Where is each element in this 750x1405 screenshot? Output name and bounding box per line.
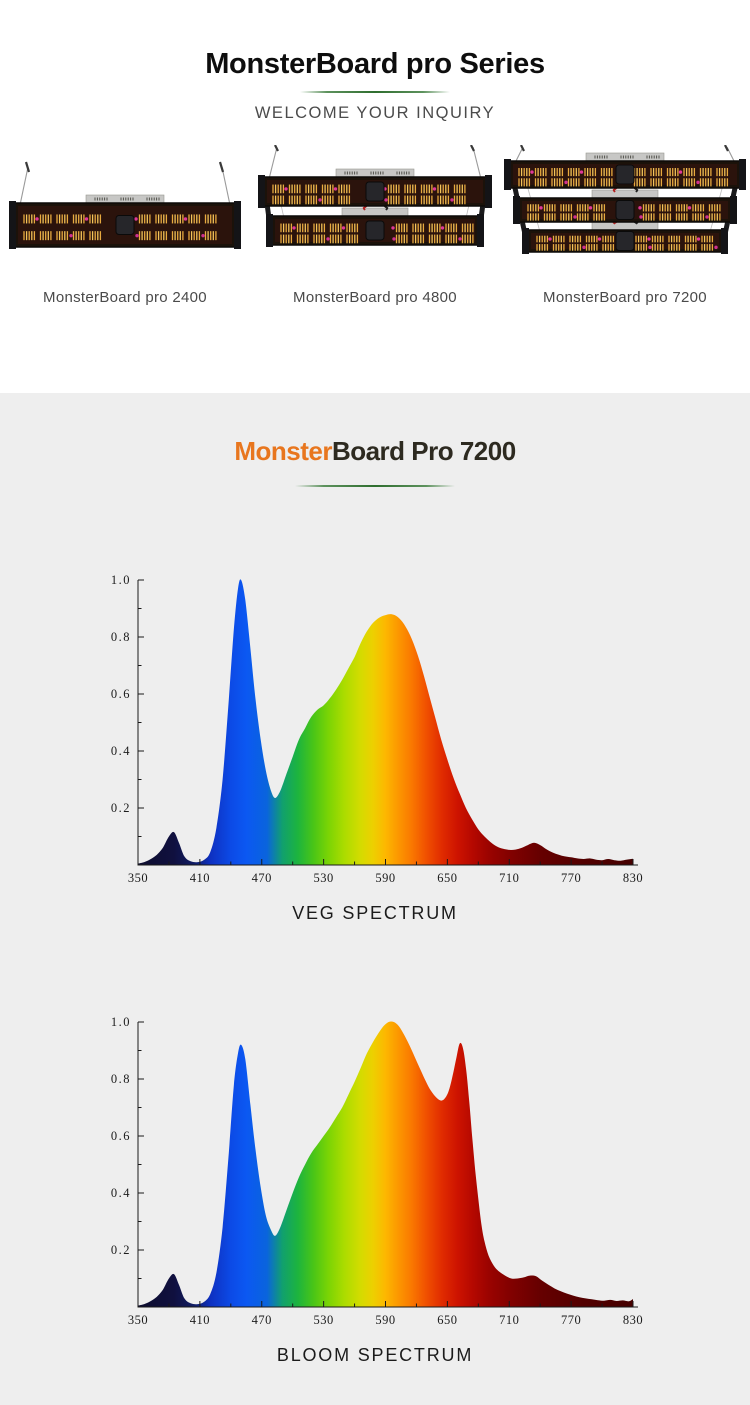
product-card-7200: MonsterBoard pro 7200 — [500, 145, 750, 307]
svg-text:0.6: 0.6 — [111, 1129, 131, 1143]
product-name-4800: MonsterBoard pro 4800 — [293, 289, 457, 306]
svg-text:350: 350 — [128, 871, 148, 885]
svg-text:710: 710 — [499, 871, 519, 885]
svg-text:0.8: 0.8 — [111, 1072, 131, 1086]
svg-text:470: 470 — [252, 1313, 272, 1327]
product-row: MonsterBoard pro 2400 MonsterBoard pro 4… — [0, 145, 750, 307]
veg-spectrum-chart: 0.2 0.4 0.6 0.8 1.0 350 410 470 530 590 650 710 770 8… — [0, 560, 750, 924]
svg-text:0.2: 0.2 — [111, 1243, 131, 1257]
veg-spectrum-title: VEG SPECTRUM — [292, 903, 458, 923]
bloom-spectrum-plot: 0.2 0.4 0.6 0.8 1.0 350 410 470 530 590 650 710 770 8… — [111, 1015, 643, 1327]
svg-text:650: 650 — [437, 1313, 457, 1327]
brand-logo: MonsterBoard Pro 7200 — [0, 437, 750, 465]
svg-text:590: 590 — [375, 871, 395, 885]
svg-text:770: 770 — [561, 871, 581, 885]
svg-text:350: 350 — [128, 1313, 148, 1327]
svg-text:410: 410 — [190, 871, 210, 885]
page-title: MonsterBoard pro Series — [205, 48, 545, 80]
svg-text:1.0: 1.0 — [111, 573, 131, 587]
svg-text:830: 830 — [623, 871, 643, 885]
svg-text:410: 410 — [190, 1313, 210, 1327]
svg-text:0.2: 0.2 — [111, 801, 131, 815]
spectrum-section: MonsterBoard Pro 7200 0.2 0.4 0.6 0.8 1.0 350… — [0, 393, 750, 1405]
svg-text:710: 710 — [499, 1313, 519, 1327]
product-image-4800 — [258, 145, 492, 247]
hero-subtitle: WELCOME YOUR INQUIRY — [254, 104, 496, 122]
logo-divider — [295, 485, 455, 487]
svg-text:530: 530 — [314, 1313, 334, 1327]
product-name-7200: MonsterBoard pro 7200 — [543, 289, 707, 306]
veg-spectrum-plot: 0.2 0.4 0.6 0.8 1.0 350 410 470 530 590 650 710 770 8… — [111, 573, 643, 885]
bloom-spectrum-chart: 0.2 0.4 0.6 0.8 1.0 350 410 470 530 590 650 710 770 8… — [0, 1002, 750, 1366]
svg-text:830: 830 — [623, 1313, 643, 1327]
svg-text:770: 770 — [561, 1313, 581, 1327]
product-card-2400: MonsterBoard pro 2400 — [0, 145, 250, 307]
logo-monster: Monster — [234, 436, 332, 466]
svg-text:0.4: 0.4 — [111, 744, 131, 758]
svg-text:0.4: 0.4 — [111, 1186, 131, 1200]
title-divider — [300, 91, 450, 93]
svg-text:1.0: 1.0 — [111, 1015, 131, 1029]
logo-board-pro-7200: Board Pro 7200 — [331, 436, 516, 466]
product-image-7200 — [504, 145, 746, 254]
hero-section: MonsterBoard pro Series WELCOME YOUR INQ… — [0, 0, 750, 393]
svg-text:0.8: 0.8 — [111, 630, 131, 644]
product-image-2400 — [9, 161, 241, 249]
product-name-2400: MonsterBoard pro 2400 — [43, 289, 207, 306]
svg-text:530: 530 — [314, 871, 334, 885]
bloom-spectrum-title: BLOOM SPECTRUM — [276, 1345, 474, 1365]
svg-text:470: 470 — [252, 871, 272, 885]
svg-text:590: 590 — [375, 1313, 395, 1327]
svg-text:0.6: 0.6 — [111, 687, 131, 701]
product-card-4800: MonsterBoard pro 4800 — [250, 145, 500, 307]
svg-text:650: 650 — [437, 871, 457, 885]
